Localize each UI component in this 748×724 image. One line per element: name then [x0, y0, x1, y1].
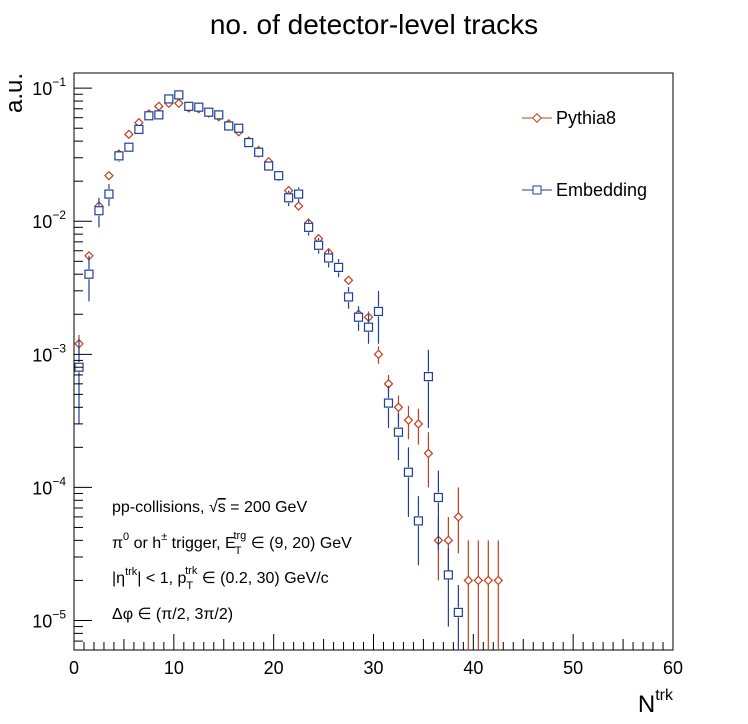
x-axis: 0 10 20 30 40 50 60 — [69, 634, 683, 678]
data-point — [393, 427, 404, 437]
data-point — [274, 171, 284, 181]
y-tick-label: 10−5 — [32, 607, 66, 631]
data-point — [174, 90, 184, 100]
data-point — [94, 206, 104, 216]
data-point — [413, 419, 424, 429]
data-point — [173, 98, 184, 109]
x-tick-label: 60 — [663, 658, 683, 678]
annotation-line-1: pp-collisions, √s = 200 GeV — [112, 499, 307, 516]
y-axis: 10−5 10−4 10−3 10−2 10−1 — [32, 75, 92, 651]
data-point — [343, 275, 354, 286]
data-point — [423, 372, 434, 382]
data-point — [463, 575, 474, 586]
data-point — [164, 94, 174, 104]
data-point — [104, 170, 114, 181]
plot-frame — [73, 72, 674, 651]
data-point — [493, 575, 504, 586]
data-point — [204, 107, 214, 117]
legend-label-embedding: Embedding — [556, 180, 647, 200]
data-point — [124, 129, 134, 140]
y-tick-label: 10−1 — [32, 75, 66, 99]
y-tick-label: 10−3 — [32, 341, 66, 365]
data-point — [154, 110, 164, 120]
data-point — [453, 607, 463, 617]
data-point — [294, 189, 304, 199]
data-point — [264, 161, 274, 171]
legend-marker-pythia8 — [532, 113, 542, 123]
data-point — [134, 124, 144, 134]
data-point — [373, 349, 384, 360]
data-point — [284, 193, 294, 203]
x-tick-label: 30 — [363, 658, 383, 678]
y-tick-label: 10−2 — [32, 208, 66, 232]
x-tick-label: 40 — [463, 658, 483, 678]
data-point — [234, 123, 244, 133]
x-tick-label: 10 — [164, 658, 184, 678]
data-point — [413, 516, 424, 526]
data-point — [184, 101, 194, 111]
y-tick-label: 10−4 — [32, 474, 66, 498]
data-point — [393, 402, 404, 413]
data-point — [433, 492, 443, 503]
data-markers — [74, 90, 504, 650]
x-axis-label: Ntrk — [638, 687, 674, 718]
data-point — [483, 575, 494, 586]
data-point — [343, 292, 354, 302]
data-point — [453, 512, 464, 522]
annotation-block: pp-collisions, √s = 200 GeV π0 or h± tri… — [112, 499, 352, 623]
x-tick-label: 50 — [563, 658, 583, 678]
x-tick-label: 20 — [264, 658, 284, 678]
x-axis-label-sup: trk — [655, 687, 674, 704]
data-point — [473, 575, 484, 586]
data-point — [124, 142, 134, 152]
annotation-line-2: π0 or h± trigger, ETtrg ∈ (9, 20) GeV — [112, 530, 352, 557]
data-point — [373, 306, 384, 317]
data-point — [304, 222, 314, 232]
data-point — [214, 110, 224, 120]
legend-marker-embedding — [532, 185, 542, 195]
sqrt-s: s — [218, 499, 226, 516]
series-pythia8 — [74, 98, 504, 650]
data-point — [323, 253, 334, 263]
data-point — [224, 121, 234, 131]
y-axis-label: a.u. — [1, 73, 28, 113]
annotation-line-3: |ηtrk| < 1, pTtrk ∈ (0.2, 30) GeV/c — [112, 565, 329, 592]
chart-title: no. of detector-level tracks — [210, 9, 538, 40]
data-point — [333, 262, 344, 272]
data-point — [443, 570, 453, 580]
data-point — [363, 322, 374, 332]
data-point — [104, 189, 114, 199]
data-point — [293, 201, 304, 211]
legend: Pythia8 Embedding — [522, 108, 647, 200]
data-point — [403, 467, 414, 477]
data-point — [254, 147, 264, 157]
data-point — [244, 137, 254, 148]
data-point — [84, 269, 94, 279]
data-point — [443, 535, 454, 546]
data-point — [144, 111, 154, 121]
data-point — [403, 415, 414, 426]
annotation-line-4: Δφ ∈ (π/2, 3π/2) — [112, 606, 233, 623]
data-point — [383, 398, 394, 408]
legend-label-pythia8: Pythia8 — [556, 108, 616, 128]
x-tick-label: 0 — [69, 658, 79, 678]
x-axis-label-main: N — [638, 691, 655, 718]
data-point — [353, 312, 364, 322]
data-point — [154, 101, 164, 112]
series-embedding — [74, 90, 463, 650]
data-point — [423, 448, 434, 459]
data-point — [114, 151, 124, 161]
data-point — [194, 102, 204, 112]
data-point — [313, 240, 324, 250]
